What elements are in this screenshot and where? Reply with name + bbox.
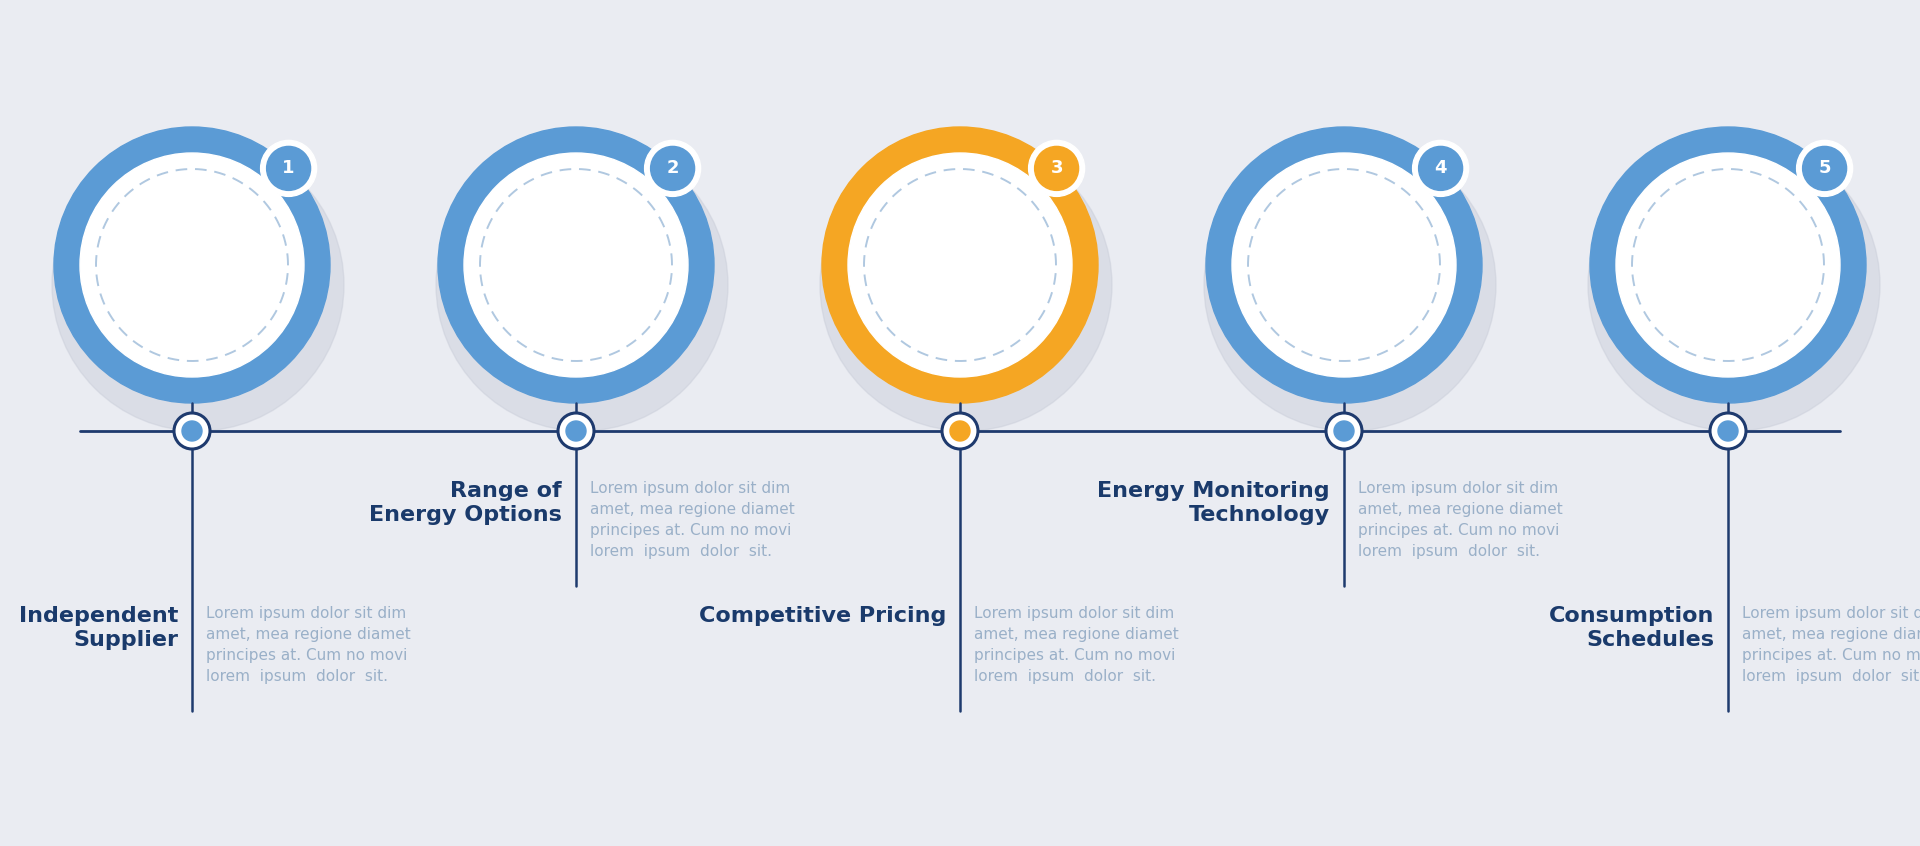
Circle shape bbox=[497, 187, 655, 343]
Circle shape bbox=[849, 153, 1071, 377]
Text: Lorem ipsum dolor sit dim
amet, mea regione diamet
principes at. Cum no movi
lor: Lorem ipsum dolor sit dim amet, mea regi… bbox=[589, 481, 795, 559]
Circle shape bbox=[645, 140, 701, 196]
Circle shape bbox=[651, 146, 695, 190]
Circle shape bbox=[1617, 153, 1839, 377]
Circle shape bbox=[438, 127, 714, 403]
Circle shape bbox=[1029, 140, 1085, 196]
Text: Consumption
Schedules: Consumption Schedules bbox=[1549, 606, 1715, 650]
Text: 1: 1 bbox=[282, 159, 296, 178]
Text: Independent
Supplier: Independent Supplier bbox=[19, 606, 179, 650]
Circle shape bbox=[950, 421, 970, 441]
Circle shape bbox=[113, 187, 271, 343]
Text: 3: 3 bbox=[1050, 159, 1064, 178]
Text: 5: 5 bbox=[1818, 159, 1832, 178]
Circle shape bbox=[1035, 146, 1079, 190]
Circle shape bbox=[261, 140, 317, 196]
Circle shape bbox=[81, 153, 303, 377]
Circle shape bbox=[1327, 413, 1361, 449]
Text: 4: 4 bbox=[1434, 159, 1448, 178]
Text: Competitive Pricing: Competitive Pricing bbox=[699, 606, 947, 626]
Circle shape bbox=[943, 413, 977, 449]
Circle shape bbox=[1711, 413, 1745, 449]
Circle shape bbox=[820, 139, 1112, 431]
Circle shape bbox=[1419, 146, 1463, 190]
Text: Range of
Energy Options: Range of Energy Options bbox=[369, 481, 563, 525]
Circle shape bbox=[1413, 140, 1469, 196]
Circle shape bbox=[1206, 127, 1482, 403]
Circle shape bbox=[1649, 187, 1807, 343]
Circle shape bbox=[566, 421, 586, 441]
Circle shape bbox=[1588, 139, 1880, 431]
Circle shape bbox=[1233, 153, 1455, 377]
Circle shape bbox=[436, 139, 728, 431]
Circle shape bbox=[52, 139, 344, 431]
Circle shape bbox=[881, 187, 1039, 343]
Circle shape bbox=[1265, 187, 1423, 343]
Text: Lorem ipsum dolor sit dim
amet, mea regione diamet
principes at. Cum no movi
lor: Lorem ipsum dolor sit dim amet, mea regi… bbox=[1741, 606, 1920, 684]
Circle shape bbox=[175, 413, 209, 449]
Text: Lorem ipsum dolor sit dim
amet, mea regione diamet
principes at. Cum no movi
lor: Lorem ipsum dolor sit dim amet, mea regi… bbox=[973, 606, 1179, 684]
Circle shape bbox=[559, 413, 593, 449]
Circle shape bbox=[465, 153, 687, 377]
Circle shape bbox=[1718, 421, 1738, 441]
Circle shape bbox=[182, 421, 202, 441]
Circle shape bbox=[1334, 421, 1354, 441]
Text: Energy Monitoring
Technology: Energy Monitoring Technology bbox=[1098, 481, 1331, 525]
Text: Lorem ipsum dolor sit dim
amet, mea regione diamet
principes at. Cum no movi
lor: Lorem ipsum dolor sit dim amet, mea regi… bbox=[205, 606, 411, 684]
Circle shape bbox=[54, 127, 330, 403]
Text: Lorem ipsum dolor sit dim
amet, mea regione diamet
principes at. Cum no movi
lor: Lorem ipsum dolor sit dim amet, mea regi… bbox=[1357, 481, 1563, 559]
Circle shape bbox=[1797, 140, 1853, 196]
Circle shape bbox=[1590, 127, 1866, 403]
Circle shape bbox=[1204, 139, 1496, 431]
Circle shape bbox=[267, 146, 311, 190]
Text: 2: 2 bbox=[666, 159, 680, 178]
Circle shape bbox=[1803, 146, 1847, 190]
Circle shape bbox=[822, 127, 1098, 403]
